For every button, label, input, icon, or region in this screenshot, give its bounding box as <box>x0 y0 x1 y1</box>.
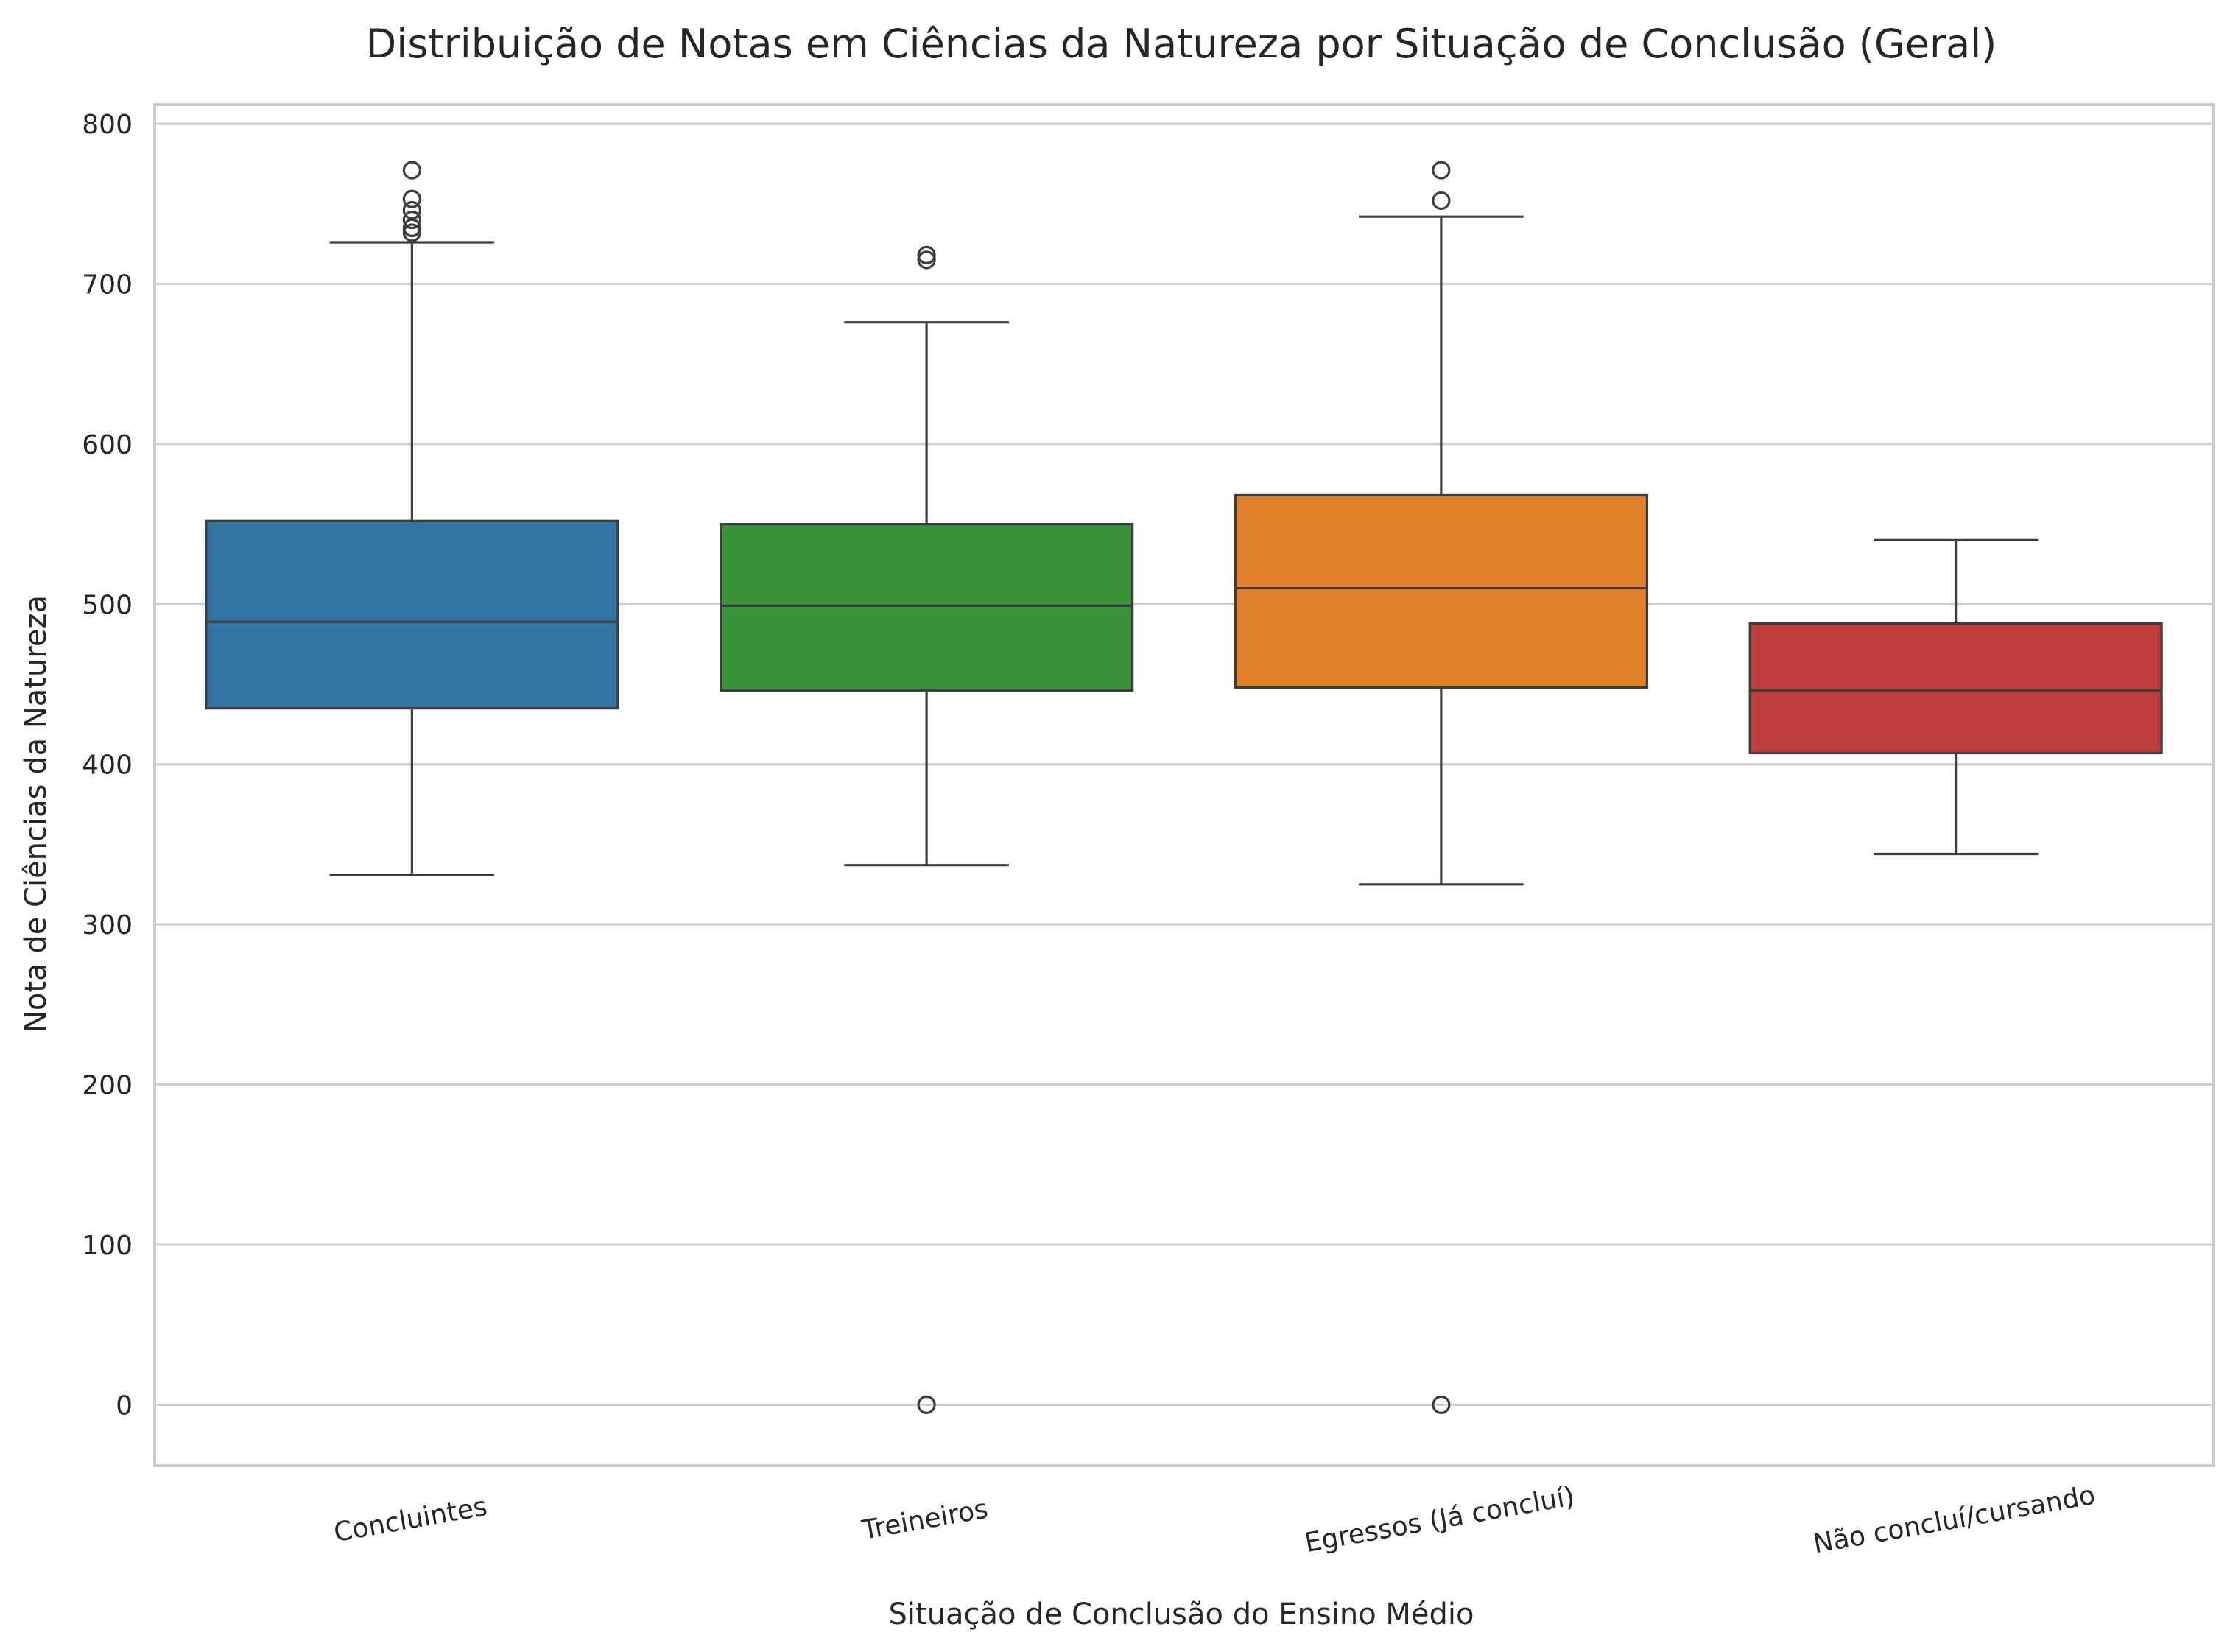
y-tick-label: 200 <box>82 1071 133 1101</box>
plot-frame <box>153 103 2215 1467</box>
box-iqr <box>205 519 619 710</box>
y-tick-labels: 0 100 200 300 400 500 600 700 800 <box>82 110 133 1421</box>
x-tick-label: Não concluí/cursando <box>1811 1480 2097 1560</box>
box-layer <box>205 161 2163 1414</box>
outlier-point <box>402 223 421 242</box>
y-tick-label: 300 <box>82 910 133 941</box>
y-tick-label: 100 <box>82 1231 133 1261</box>
chart-title: Distribuição de Notas em Ciências da Nat… <box>366 21 1997 67</box>
x-axis-label: Situação de Conclusão do Ensino Médio <box>889 1597 1474 1631</box>
outlier-point <box>402 189 421 208</box>
box-iqr <box>720 523 1134 692</box>
outlier-point <box>402 218 421 238</box>
y-axis-label: Nota de Ciências da Natureza <box>19 595 53 1033</box>
y-tick-label: 800 <box>82 110 133 140</box>
y-tick-label: 500 <box>82 590 133 620</box>
x-tick-label: Treineiros <box>859 1494 991 1546</box>
y-tick-label: 400 <box>82 751 133 781</box>
outlier-point <box>402 161 421 180</box>
box-iqr <box>1748 622 2163 755</box>
x-tick-label: Egressos (Já concluí) <box>1303 1481 1577 1558</box>
box-iqr <box>1234 493 1648 689</box>
box-group <box>1748 538 2163 856</box>
outlier-point <box>1432 191 1451 211</box>
x-tick-label: Concluintes <box>331 1491 489 1548</box>
outlier-point <box>917 1395 936 1414</box>
outlier-point <box>1432 161 1451 180</box>
outlier-point <box>1432 1395 1451 1414</box>
box-group <box>205 161 619 876</box>
box-group <box>720 245 1134 1414</box>
y-tick-label: 600 <box>82 430 133 460</box>
outlier-point <box>917 250 936 270</box>
grid-layer <box>155 122 2213 1406</box>
x-tick-labels: Concluintes Treineiros Egressos (Já conclu… <box>331 1480 2097 1560</box>
y-tick-label: 700 <box>82 270 133 300</box>
outlier-point <box>402 200 421 220</box>
y-tick-label: 0 <box>116 1391 133 1421</box>
box-group <box>1234 161 1648 1414</box>
outlier-point <box>402 210 421 230</box>
outlier-point <box>917 245 936 264</box>
